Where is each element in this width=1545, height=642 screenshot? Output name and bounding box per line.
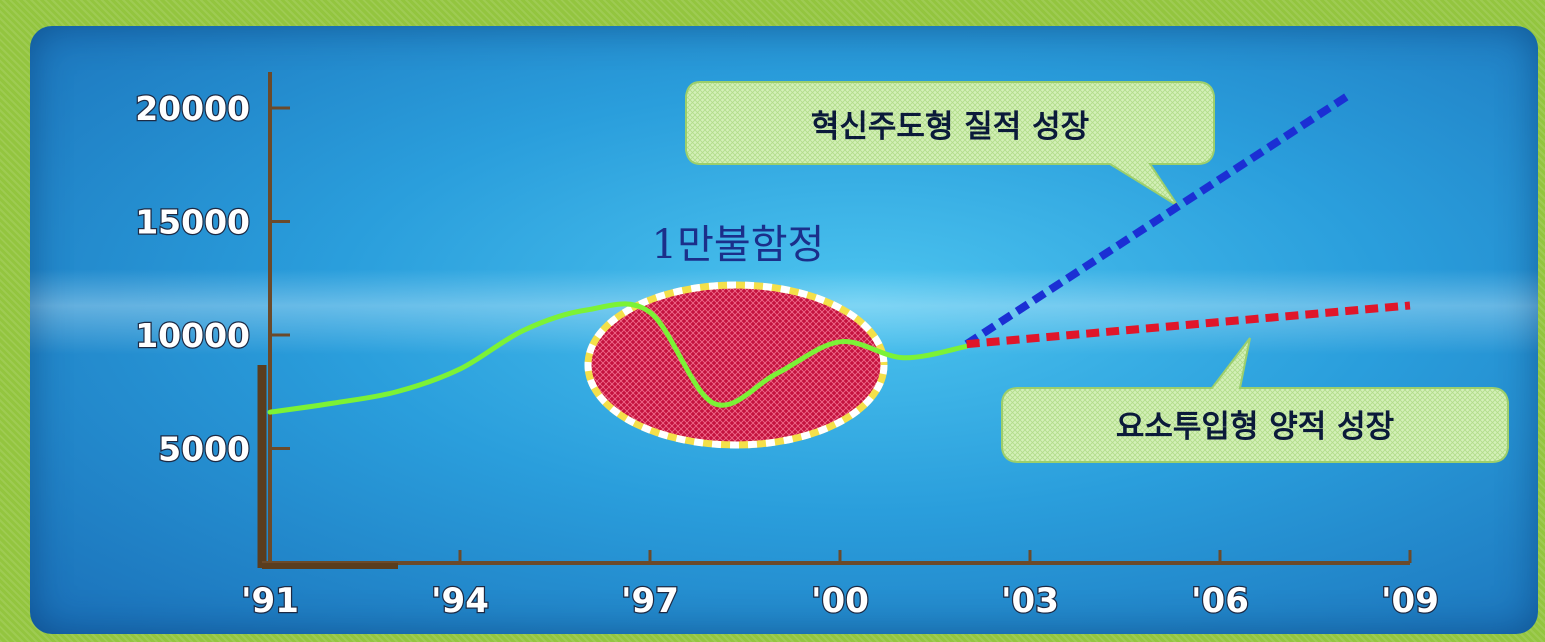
y-tick-label-5000: 5000 [158,430,250,469]
series-line-2 [966,301,1411,349]
x-tick-label-03: '03 [1001,581,1059,621]
y-tick-label-15000: 15000 [135,203,250,242]
x-tick-label-91: '91 [241,581,299,621]
series-line-1 [964,93,1349,348]
x-tick-label-09: '09 [1381,581,1439,621]
lower-callout-text: 요소투입형 양적 성장 [1116,409,1394,445]
x-tick-label-00: '00 [811,581,869,621]
y-tick-label-20000: 20000 [135,89,250,128]
x-tick-label-06: '06 [1191,581,1249,621]
trap-label: 1만불함정 [652,222,825,268]
trap-ellipse-dashes [584,281,888,449]
y-tick-label-10000: 10000 [135,316,250,355]
x-tick-label-94: '94 [431,581,489,621]
x-tick-label-97: '97 [621,581,679,621]
series-line-0 [267,301,970,415]
lower-callout: 요소투입형 양적 성장 [1001,337,1509,463]
upper-callout: 혁신주도형 질적 성장 [685,81,1215,207]
upper-callout-text: 혁신주도형 질적 성장 [811,109,1089,145]
